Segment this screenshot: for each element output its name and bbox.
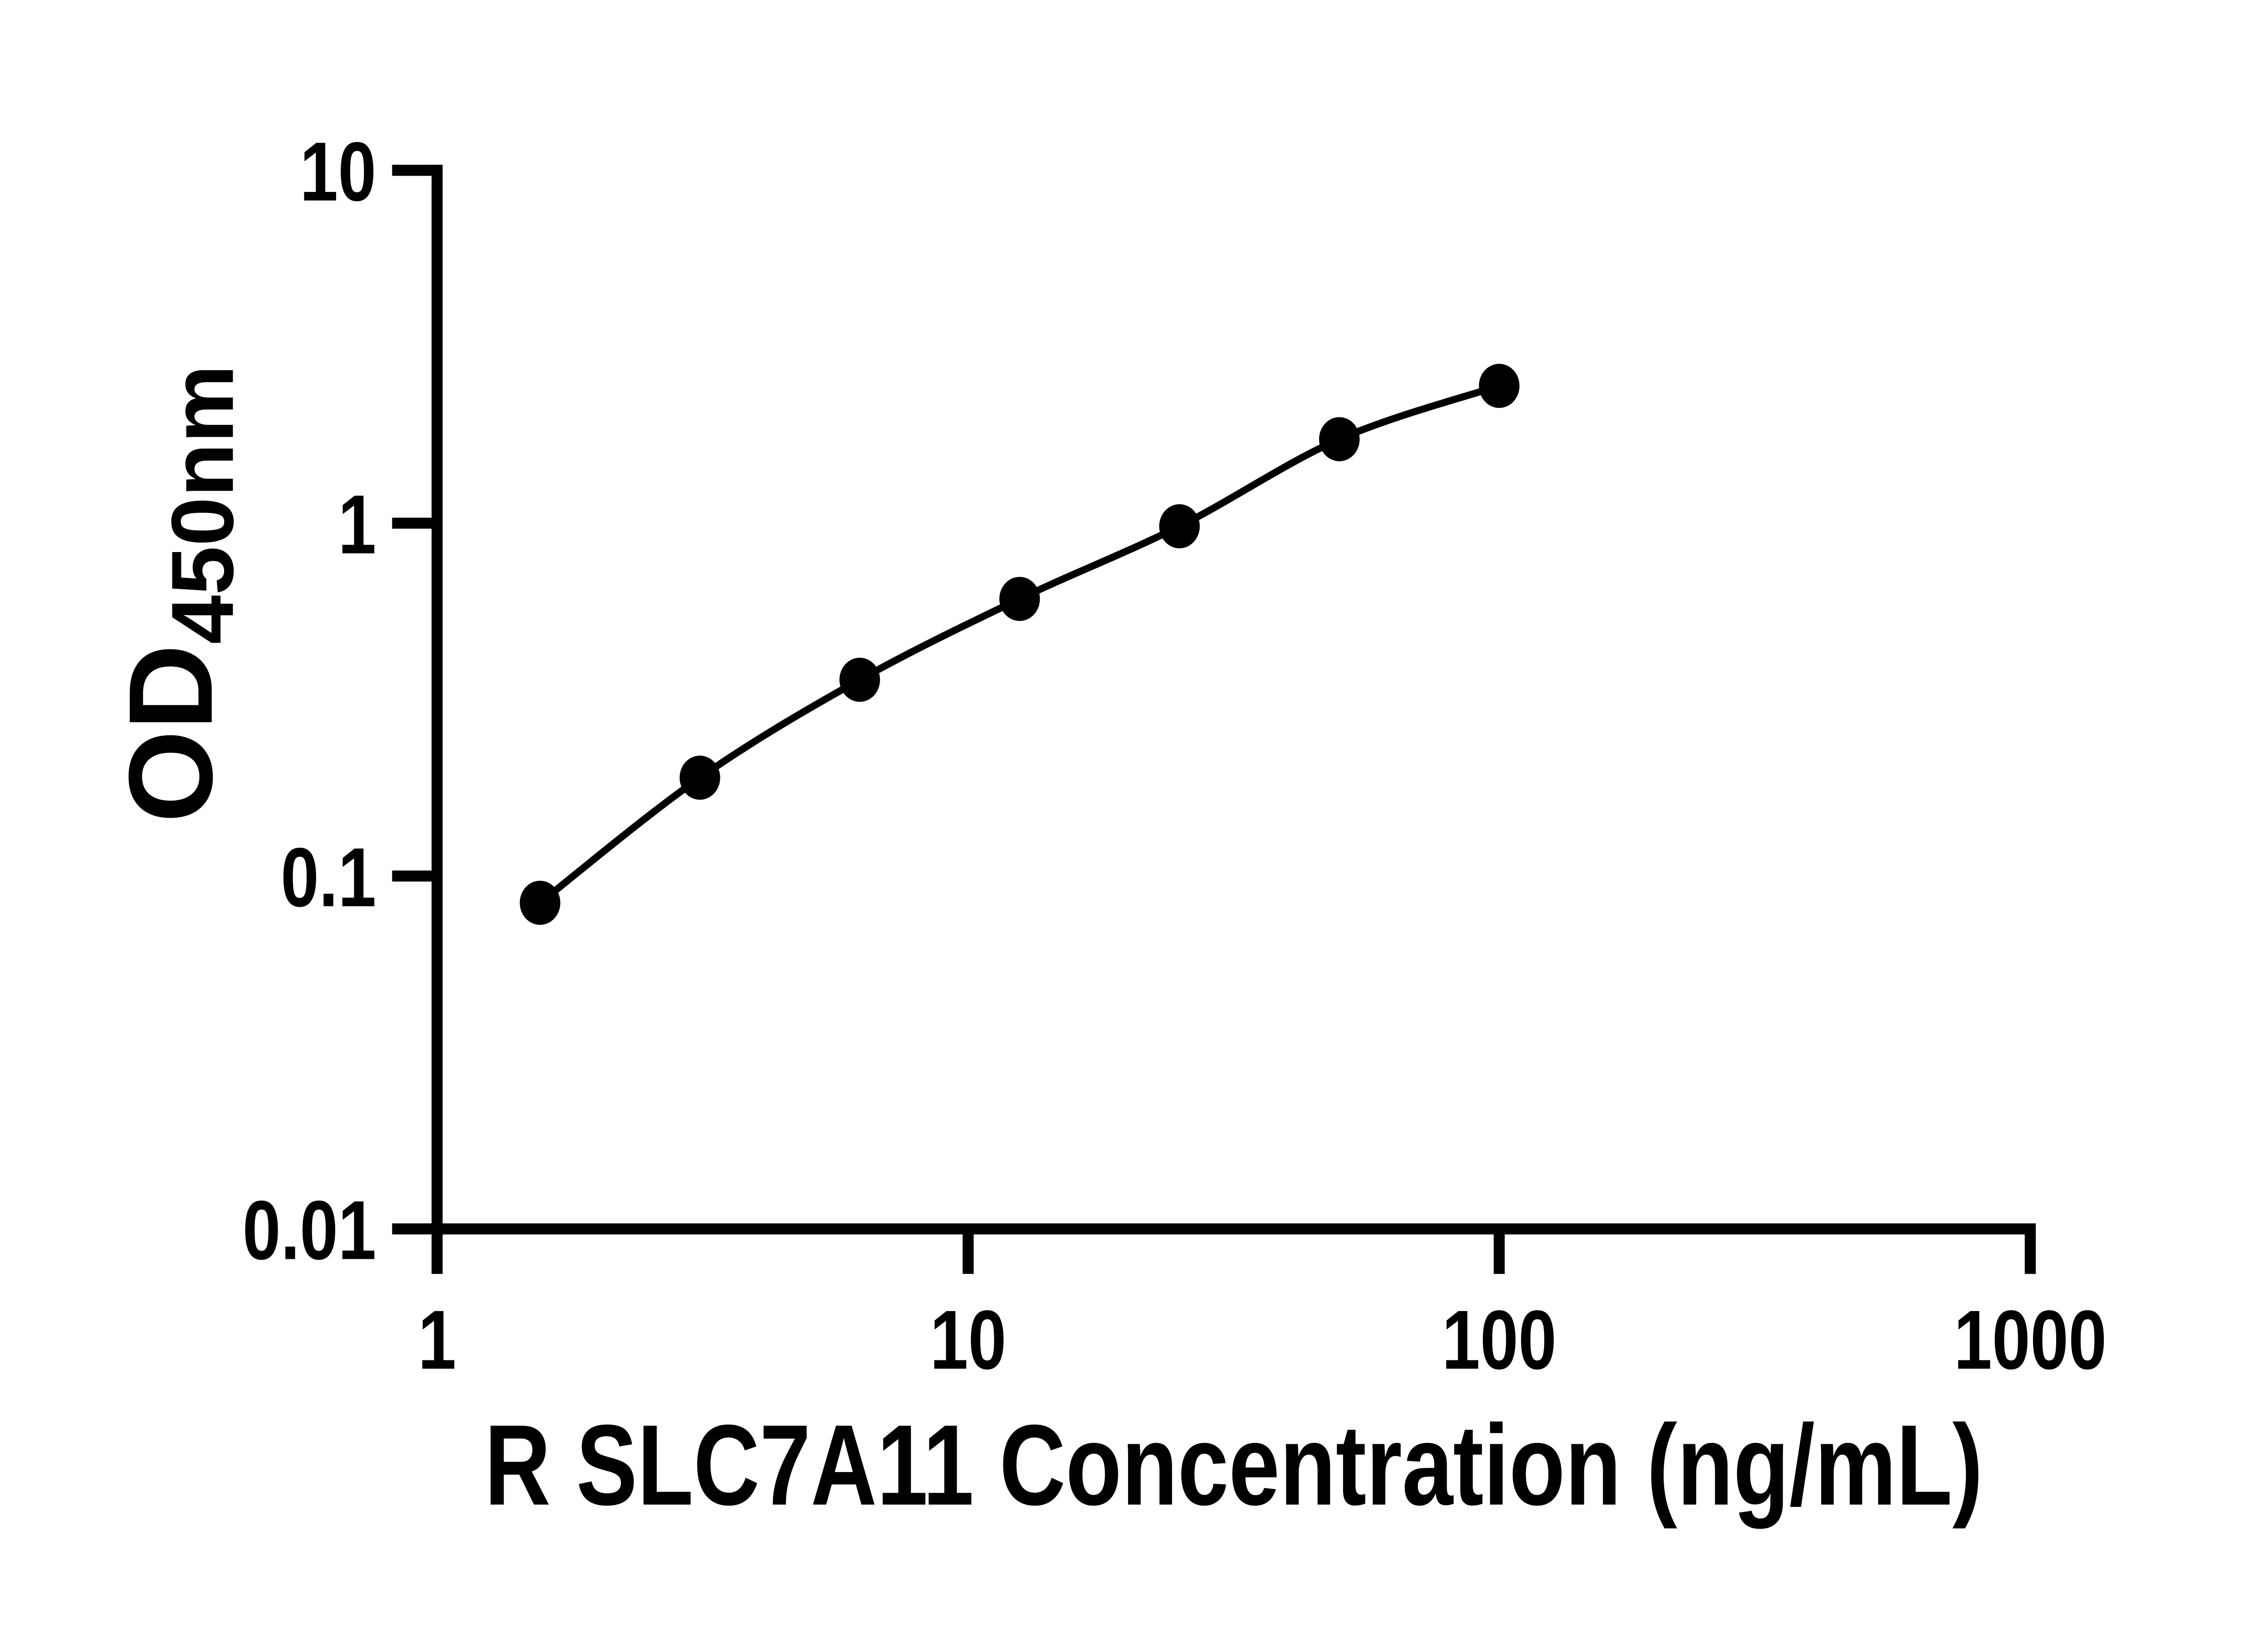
y-axis-title: OD450nm: [104, 365, 252, 823]
data-point-7: [1479, 364, 1520, 408]
data-point-6: [1319, 417, 1360, 461]
x-tick-label-100: 100: [1442, 1293, 1557, 1387]
data-point-4: [999, 577, 1040, 621]
x-tick-label-1: 1: [418, 1293, 456, 1387]
standard-curve-line: [538, 382, 1501, 906]
data-point-3: [839, 657, 880, 702]
y-tick-label-0.1: 0.1: [281, 831, 376, 924]
chart-root: 0.01 0.1 1 10 1 10 100 1000 R SLC7A11 Concentrat…: [104, 125, 2107, 1529]
data-point-2: [679, 755, 720, 800]
y-tick-label-10: 10: [300, 125, 376, 219]
data-point-1: [519, 880, 561, 925]
y-tick-label-1: 1: [338, 478, 376, 572]
x-axis-title: R SLC7A11 Concentration (ng/mL): [484, 1401, 1983, 1529]
x-tick-label-10: 10: [930, 1293, 1007, 1387]
y-tick-label-0.01: 0.01: [243, 1184, 376, 1277]
x-tick-label-1000: 1000: [1954, 1293, 2107, 1387]
data-point-5: [1159, 504, 1200, 548]
